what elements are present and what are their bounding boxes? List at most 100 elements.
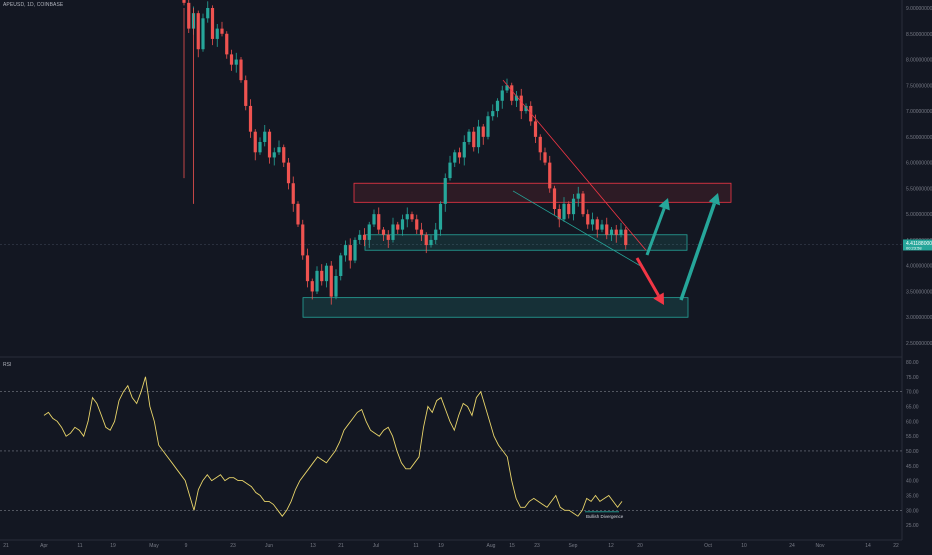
rsi-axis-tick: 80.00 [906,360,919,366]
candle-body [244,80,248,106]
support-zone-lower [302,297,689,318]
candle-body [320,270,324,282]
candle-body [581,193,585,215]
price-axis-tick: 2.50000000 [906,341,932,347]
divergence-label: Bullish Divergence [586,514,624,519]
candle-body [429,239,433,246]
price-axis-tick: 4.00000000 [906,264,932,270]
candle-body [234,59,238,65]
candle-body [258,142,262,153]
time-axis-tick: 23 [230,543,236,549]
time-axis-tick: Nov [816,543,825,549]
candle-body [576,193,580,199]
candle-body [296,203,300,225]
rsi-axis-tick: 40.00 [906,479,919,485]
candle-body [220,28,224,34]
descending-trendline [502,79,647,251]
time-axis-tick: 11 [413,543,418,549]
candle-body [315,270,319,292]
rsi-axis-tick: 60.00 [906,419,919,425]
candle-body [438,203,443,230]
rsi-axis-tick: 30.00 [906,508,919,514]
time-axis-tick: 20 [637,543,643,549]
rsi-label: RSI [3,362,12,368]
candle-body [353,239,357,261]
price-axis-tick: 7.50000000 [906,83,932,89]
candle-body [334,276,338,297]
candle-body [358,234,362,240]
time-axis-tick: 22 [893,543,899,549]
time-axis-tick: Jun [265,543,273,549]
candle-body [443,178,447,204]
candle-body [210,8,215,39]
candle-body [372,214,376,225]
candle-body [396,224,400,230]
price-axis-tick: 6.00000000 [906,161,932,167]
resistance-zone [353,182,732,203]
price-axis-tick: 3.50000000 [906,289,932,295]
candle-body [362,234,367,240]
candle-body [586,214,590,225]
bullish-arrow-long [679,193,721,301]
candle-body [533,121,538,137]
candle-body [462,142,466,158]
candle-body [467,131,471,142]
arrow-head [658,198,670,211]
candle-body [277,147,281,153]
candle-body [305,255,310,282]
candle-body [377,214,381,230]
rsi-axis-tick: 65.00 [906,404,919,410]
candle-body [434,229,438,240]
candle-body [538,136,542,153]
candle-body [405,214,409,220]
candle-body [291,183,295,204]
candle-body [595,219,599,230]
candle-body [196,13,200,50]
candle-body [182,0,186,3]
candle-body [215,28,219,39]
price-axis-tick: 9.00000000 [906,6,932,12]
price-axis-tick: 8.00000000 [906,58,932,64]
candle-body [514,95,519,101]
current-price-value: 4.41188000 [906,241,932,247]
candle-body [491,111,495,117]
candle-body [248,105,253,132]
support-zone-upper [364,234,688,251]
time-axis-tick: 9 [185,543,188,549]
price-axis-tick: 5.50000000 [906,186,932,192]
candle-body [229,54,234,65]
time-axis-tick: 13 [310,543,316,549]
candle-body [367,224,371,240]
current-price-badge [903,239,932,251]
candle-body [339,255,343,276]
price-axis-tick: 5.00000000 [906,212,932,218]
price-axis-tick: 7.00000000 [906,109,932,115]
candle-body [562,203,566,220]
candle-body [282,147,286,163]
candle-body [391,224,395,240]
time-axis-tick: 23 [534,543,540,549]
candle-body [557,209,561,220]
candle-body [239,59,243,81]
candle-body [524,105,528,112]
candle-body [476,126,481,148]
rsi-axis-tick: 70.00 [906,390,919,396]
support-trendline [512,190,641,267]
bullish-arrow-short [645,198,670,256]
candle-body [571,198,576,215]
candle-body [600,224,604,230]
rsi-axis-tick: 50.00 [906,449,919,455]
rsi-axis-tick: 45.00 [906,464,919,470]
candle-body [201,18,205,50]
candle-body [206,8,210,19]
candle-body [424,234,428,246]
candle-body [301,224,305,256]
candle-body [267,131,272,158]
candle-body [519,95,523,112]
candle-body [609,229,614,235]
time-axis-tick: Aug [487,543,496,549]
candle-body [486,116,490,137]
candle-body [187,2,191,29]
